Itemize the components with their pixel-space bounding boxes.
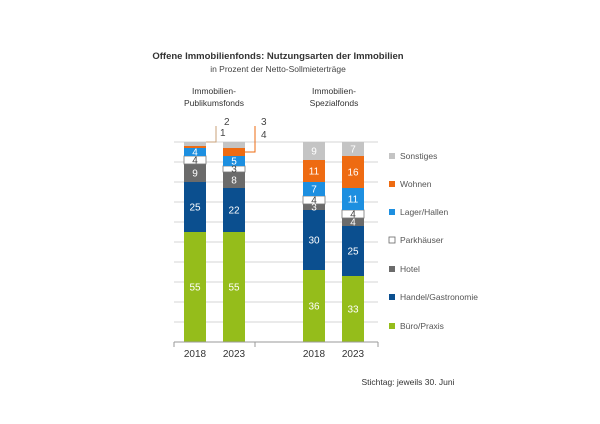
group-label-spezialfonds-line1: Immobilien- [312,86,356,96]
legend-swatch [389,323,395,329]
bar-segment-2-0 [184,164,206,182]
group-label-publikumsfonds-line1: Immobilien- [192,86,236,96]
legend-label: Handel/Gastronomie [400,292,478,302]
data-label: 55 [189,283,201,294]
legend-label: Sonstiges [400,151,437,161]
bar-segment-5-0 [184,146,206,148]
legend-swatch [388,236,396,244]
callout-label: 1 [220,128,226,139]
callout-label: 4 [261,130,267,141]
data-label: 30 [308,236,320,247]
bar-segment-2-1 [223,172,245,188]
legend-label: Wohnen [400,179,432,189]
group-label-publikumsfonds-line2: Publikumsfonds [184,98,244,108]
legend-swatch [389,209,395,215]
data-label: 7 [350,145,356,156]
data-label: 22 [228,206,240,217]
data-label: 55 [228,283,240,294]
footnote: Stichtag: jeweils 30. Juni [361,377,454,387]
data-label: 25 [347,247,359,258]
chart-subtitle: in Prozent der Netto-Sollmieterträge [210,64,346,74]
bar-segment-6-3 [342,142,364,156]
bar-segment-0-2 [303,270,325,342]
bar-segment-2-2 [303,204,325,210]
bar-segment-0-3 [342,276,364,342]
callout-line [243,126,256,153]
group-label-spezialfonds-line2: Spezialfonds [310,98,359,108]
data-label: 5 [231,157,237,168]
legend-label: Parkhäuser [400,235,444,245]
bar-segment-4-1 [223,156,245,166]
bar-segment-6-2 [303,142,325,160]
bar-segment-6-0 [184,142,206,146]
x-tick-label: 2023 [342,349,365,360]
data-label: 36 [308,302,320,313]
data-label: 4 [311,196,317,207]
data-label: 9 [311,147,317,158]
legend-label: Hotel [400,264,420,274]
data-label: 16 [347,168,359,179]
legend-label: Büro/Praxis [400,321,444,331]
x-tick-label: 2018 [184,349,207,360]
data-label: 11 [309,167,320,178]
bar-segment-0-0 [184,232,206,342]
legend: Sonstiges Wohnen Lager/Hallen Parkhäuser Hot… [388,151,478,331]
legend-swatch [389,294,395,300]
bars [183,142,365,342]
bar-segment-6-1 [223,142,245,148]
legend-swatch [389,153,395,159]
callout-label: 2 [224,117,230,128]
x-axis: 2018 2023 2018 2023 [173,341,379,360]
data-label: 9 [192,169,198,180]
callouts: 21 3 4 [206,117,267,153]
x-tick-label: 2023 [223,349,246,360]
data-label: 4 [192,148,198,159]
data-label: 4 [350,210,356,221]
callout-line [206,126,217,143]
data-label: 25 [189,203,201,214]
data-label: 4 [192,156,198,167]
legend-swatch [389,266,395,272]
bar-segment-5-2 [303,160,325,182]
bar-segment-4-0 [184,148,206,156]
legend-label: Lager/Hallen [400,207,448,217]
bar-segment-5-1 [223,148,245,156]
data-label: 7 [311,185,317,196]
chart-title: Offene Immobilienfonds: Nutzungsarten de… [152,51,403,62]
bar-segment-4-2 [303,182,325,196]
data-label: 4 [350,218,356,229]
bar-segment-4-3 [342,188,364,210]
callout-label: 3 [261,117,267,128]
data-label: 3 [231,165,237,176]
bar-segment-1-2 [303,210,325,270]
bar-segment-5-3 [342,156,364,188]
data-label: 11 [348,195,359,206]
data-label: 33 [347,305,359,316]
bar-segment-1-1 [223,188,245,232]
legend-swatch [389,181,395,187]
bar-segment-1-3 [342,226,364,276]
bar-segment-2-3 [342,218,364,226]
bar-segment-1-0 [184,182,206,232]
data-label: 3 [311,203,317,214]
data-label: 8 [231,176,237,187]
x-tick-label: 2018 [303,349,326,360]
bar-segment-0-1 [223,232,245,342]
